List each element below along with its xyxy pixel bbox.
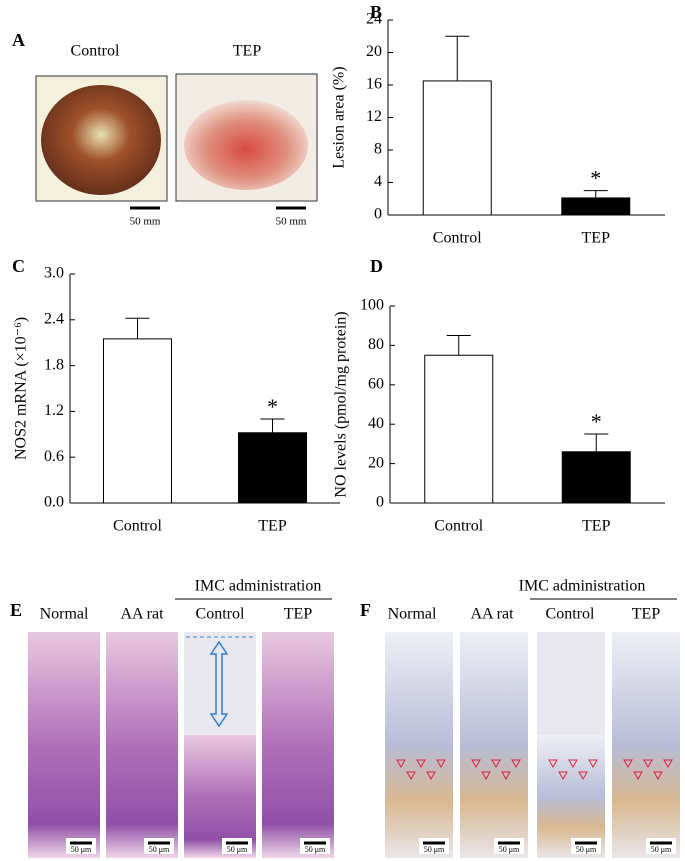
y-tick-label: 12 [366, 108, 382, 125]
arrowhead [481, 771, 491, 781]
micrograph [385, 632, 453, 858]
bar [238, 432, 307, 504]
y-tick-label: 1.2 [44, 402, 64, 419]
panel-letter: F [360, 600, 371, 620]
arrowhead [558, 771, 568, 781]
y-tick-label: 2.4 [44, 310, 64, 327]
y-tick-label: 20 [368, 454, 384, 471]
micrograph [28, 632, 100, 858]
image-label: Normal [40, 606, 89, 623]
panel-letter: E [10, 600, 22, 620]
y-tick-label: 3.0 [44, 265, 64, 282]
y-tick-label: 16 [366, 76, 382, 93]
scale-label: 50 μm [424, 845, 445, 854]
y-tick-label: 0.0 [44, 494, 64, 511]
arrowhead [436, 759, 446, 769]
image-label: AA rat [470, 606, 514, 623]
thickness-arrow [209, 640, 229, 728]
arrowhead [471, 759, 481, 769]
micrograph [184, 735, 256, 858]
arrowhead [568, 759, 578, 769]
photo-label: TEP [233, 43, 262, 60]
y-tick-label: 40 [368, 415, 384, 432]
micrograph [262, 632, 334, 858]
x-tick-label: TEP [258, 518, 287, 535]
y-tick-label: 0.6 [44, 448, 64, 465]
x-tick-label: TEP [582, 230, 611, 247]
scale-label: 50 μm [71, 845, 92, 854]
y-tick-label: 80 [368, 336, 384, 353]
y-tick-label: 20 [366, 43, 382, 60]
arrowhead [548, 759, 558, 769]
y-tick-label: 24 [366, 11, 382, 28]
photo-label: Control [71, 43, 120, 60]
arrowhead [426, 771, 436, 781]
significance: * [591, 409, 602, 434]
y-tick-label: 1.8 [44, 356, 64, 373]
significance: * [590, 166, 601, 191]
image-label: Control [196, 606, 245, 623]
panel-letter: B [370, 2, 382, 22]
ihc-images: 50 μm 50 μm 50 μm 50 μm [385, 632, 680, 858]
significance: * [267, 394, 278, 419]
stomach [41, 85, 161, 195]
bar [561, 451, 631, 504]
image-label: Normal [388, 606, 437, 623]
arrowhead [633, 771, 643, 781]
micrograph [460, 632, 528, 858]
panel-letter: C [12, 256, 25, 276]
group-label: IMC administration [195, 578, 322, 595]
scale-label: 50 μm [227, 845, 248, 854]
panel-letter: A [12, 30, 25, 50]
y-tick-label: 0 [374, 206, 382, 223]
x-tick-label: TEP [582, 518, 611, 535]
x-tick-label: Control [434, 518, 483, 535]
micrograph [612, 632, 680, 858]
micrograph [537, 735, 605, 858]
scale-label: 50 μm [149, 845, 170, 854]
y-axis-label: NO levels (pmol/mg protein) [333, 311, 350, 497]
image-label: AA rat [120, 606, 164, 623]
he-images: 50 μm 50 μm 50 μm 50 μm [28, 632, 334, 858]
group-label: IMC administration [519, 578, 646, 595]
image-label: TEP [284, 606, 313, 623]
y-tick-label: 4 [374, 173, 382, 190]
x-tick-label: Control [433, 230, 482, 247]
y-tick-label: 8 [374, 141, 382, 158]
arrowhead [643, 759, 653, 769]
panel-letter: D [370, 256, 383, 276]
arrowhead [501, 771, 511, 781]
arrowhead [396, 759, 406, 769]
y-tick-label: 60 [368, 375, 384, 392]
y-axis-label: Lesion area (%) [331, 66, 348, 168]
micrograph [106, 632, 178, 858]
arrowhead [416, 759, 426, 769]
scale-label: 50 μm [576, 845, 597, 854]
scale-label: 50 μm [305, 845, 326, 854]
arrowhead [511, 759, 521, 769]
arrowhead [663, 759, 673, 769]
scale-label: 50 mm [276, 216, 307, 228]
image-label: TEP [632, 606, 661, 623]
arrowhead [491, 759, 501, 769]
arrowhead [653, 771, 663, 781]
arrowhead [406, 771, 416, 781]
image-label: Control [546, 606, 595, 623]
y-axis-label: NOS2 mRNA (×10⁻⁶) [13, 317, 30, 460]
y-tick-label: 0 [376, 494, 384, 511]
bar [103, 338, 172, 504]
x-tick-label: Control [113, 518, 162, 535]
arrowhead [588, 759, 598, 769]
scale-label: 50 mm [130, 216, 161, 228]
scale-label: 50 μm [651, 845, 672, 854]
arrowhead [623, 759, 633, 769]
stomach [184, 100, 308, 190]
bar [422, 80, 492, 216]
y-tick-label: 100 [360, 297, 384, 314]
bar [424, 354, 494, 504]
arrowhead [578, 771, 588, 781]
scale-label: 50 μm [499, 845, 520, 854]
bar [561, 197, 631, 216]
